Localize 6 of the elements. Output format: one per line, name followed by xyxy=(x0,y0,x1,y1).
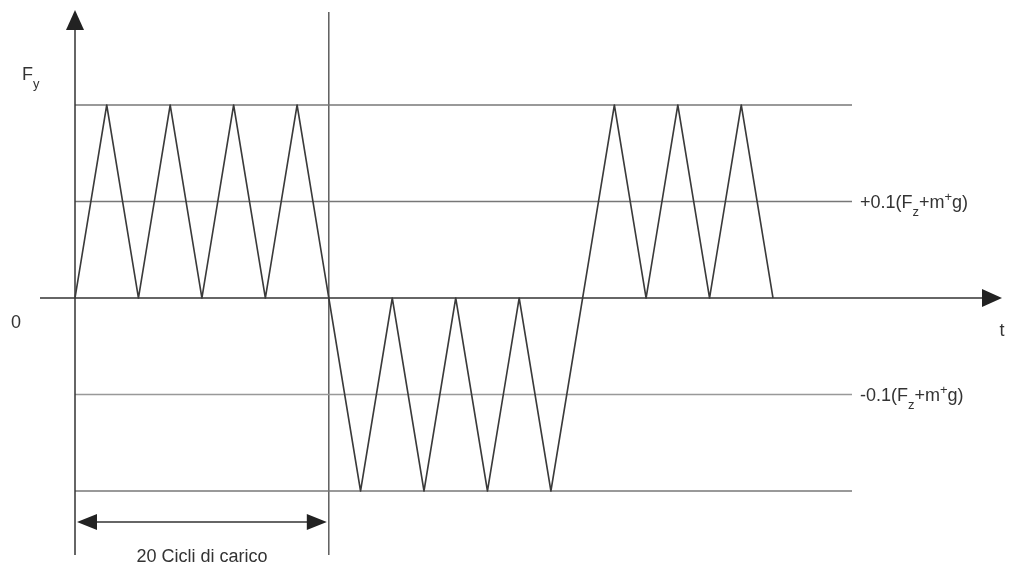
y-axis-title: F$_{y}$ xyxy=(22,64,40,91)
text: t xyxy=(999,320,1005,340)
text: 0 xyxy=(10,312,22,332)
ref-line-label: +0.1(F$_{z}$+m$^{+}$g) xyxy=(860,188,969,218)
text: 20 Cicli di carico xyxy=(136,546,268,566)
ref-line-label: -0.1(F$_{z}$+m$^{+}$g) xyxy=(860,381,964,411)
